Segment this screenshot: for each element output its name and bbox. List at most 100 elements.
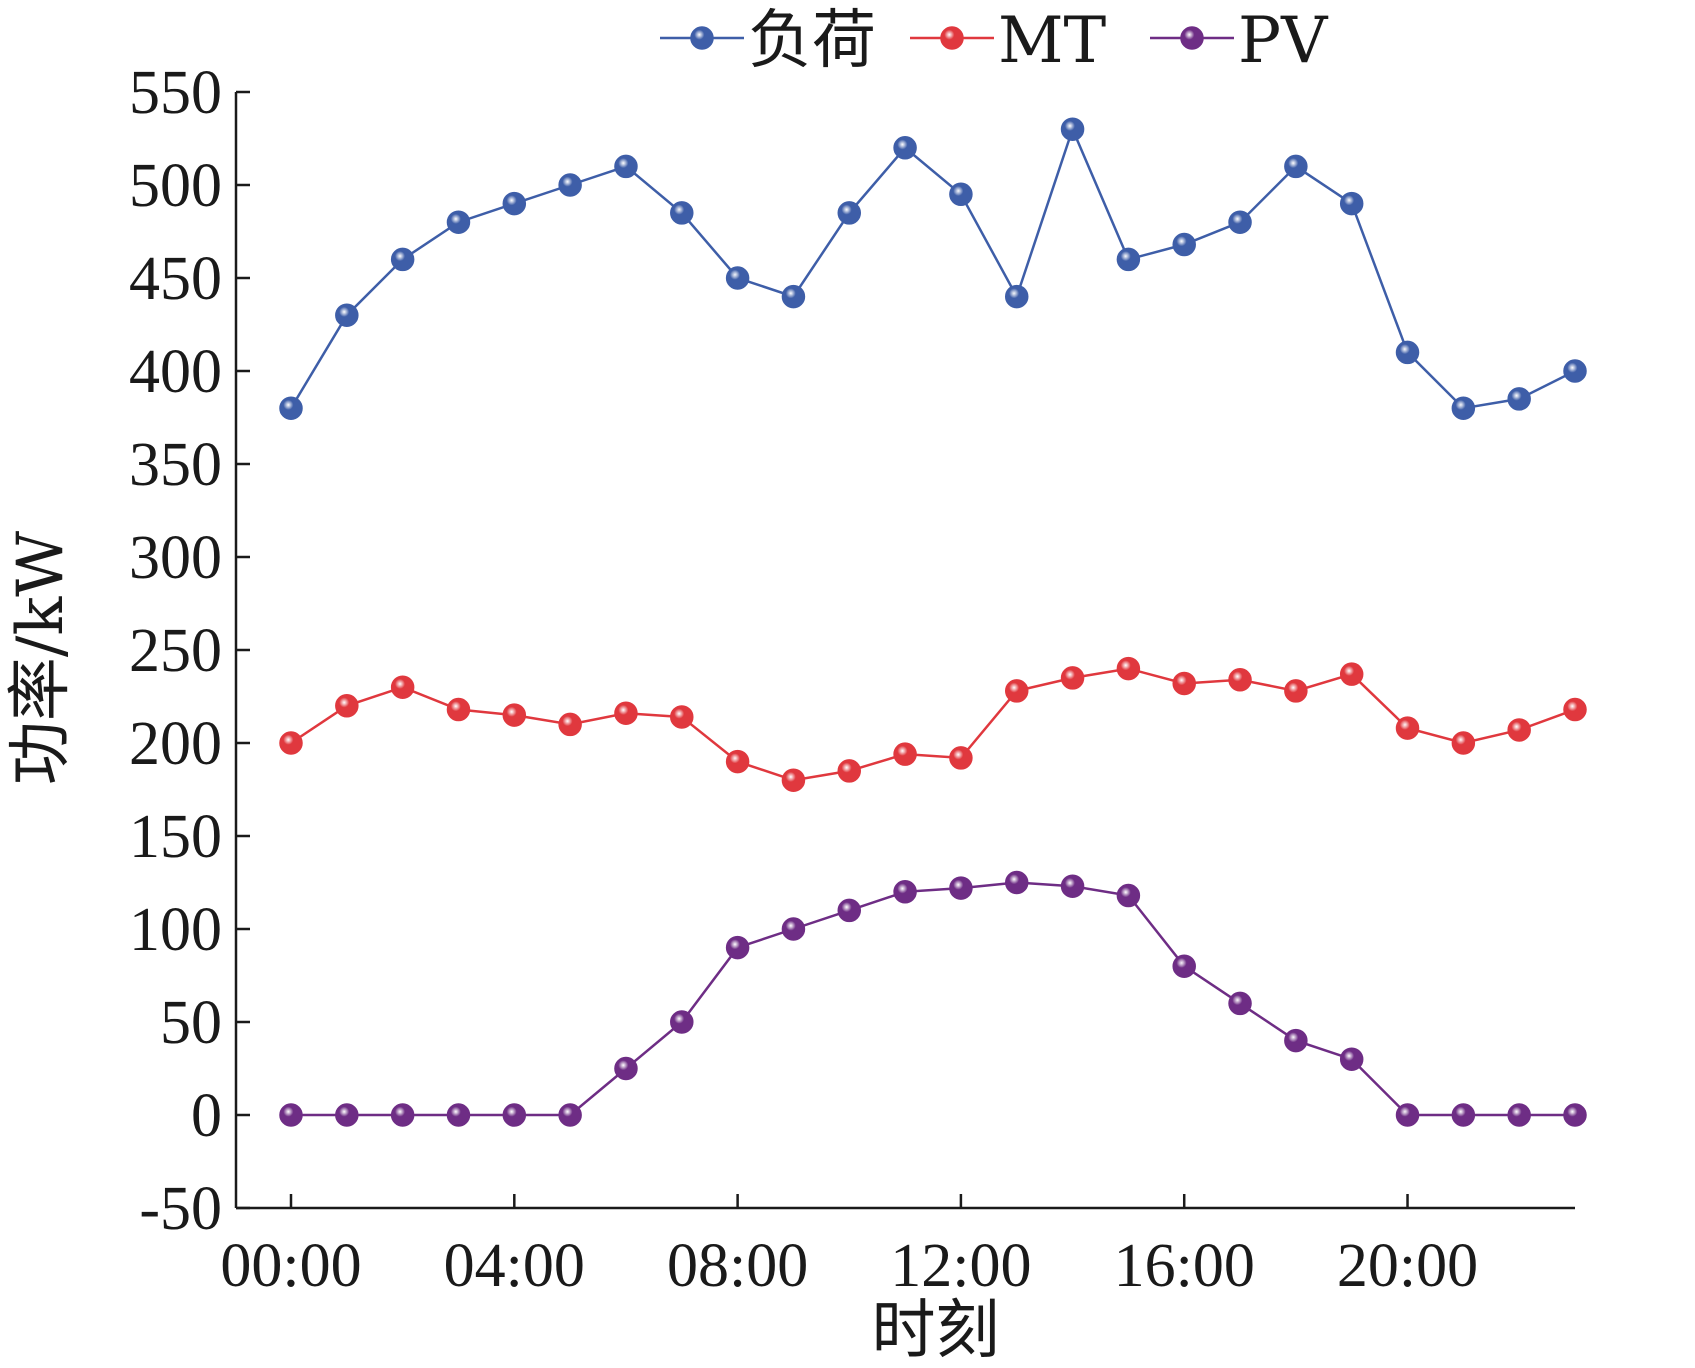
legend-marker [690,26,714,50]
data-point [1172,671,1196,696]
data-point [390,1103,415,1127]
data-point [1339,1047,1364,1071]
y-axis-title: 功率/kW [4,531,78,785]
data-point [502,191,527,216]
data-point [558,1103,582,1127]
series-3 [279,870,1587,1127]
y-tick-label: 350 [129,431,222,499]
data-point [670,705,694,729]
legend: 负荷 MT PV [660,4,1329,78]
data-point [1004,679,1029,703]
x-tick-label: 04:00 [444,1232,585,1300]
data-point [558,173,582,197]
data-point [1451,396,1476,420]
data-point [781,768,806,792]
y-tick-label: 400 [129,338,222,406]
data-point [614,1056,638,1081]
legend-label: PV [1238,4,1329,78]
legend-item: PV [1150,4,1329,78]
data-point [893,136,917,160]
data-point [1060,117,1085,141]
y-tick-label: 100 [129,896,222,964]
data-point [893,880,917,904]
y-tick-label: 50 [160,989,222,1057]
data-point [1339,662,1364,686]
data-point [446,697,471,722]
y-tick-label: 200 [129,710,222,778]
y-tick-label: 450 [129,245,222,313]
data-point [781,917,806,941]
data-point [335,303,359,327]
data-point [725,749,750,774]
series-line [291,881,1575,1117]
data-point [614,701,638,725]
data-point [670,1010,694,1034]
data-point [1507,718,1531,742]
x-tick-label: 20:00 [1337,1232,1478,1300]
data-point [949,876,973,900]
data-point [1228,668,1252,692]
data-point [1116,883,1141,908]
series-2 [279,656,1587,792]
data-point [837,201,862,225]
y-tick-label: 500 [129,152,222,220]
data-point [837,898,862,923]
y-tick-label: 150 [129,803,222,871]
data-point [1172,954,1196,978]
data-point [1451,731,1476,755]
data-point [390,247,415,272]
data-point [1339,191,1364,216]
data-point [1004,284,1029,309]
data-point [949,746,973,770]
data-point [1228,210,1252,234]
legend-item: MT [910,4,1107,78]
axes: -50 0 50 100 150 200 250 300 350 400 450 500 550 00:… [129,59,1575,1300]
data-point [279,396,303,420]
data-point [893,742,917,766]
data-point [1228,991,1252,1016]
data-point [1060,666,1085,690]
series-1 [279,117,1587,420]
x-tick-label: 12:00 [890,1232,1031,1300]
data-point [1284,154,1308,179]
y-tick-label: -50 [139,1175,222,1243]
y-axis-ticks: -50 0 50 100 150 200 250 300 350 400 450 500 550 [129,59,250,1243]
series-layer [279,117,1587,1127]
data-point [335,1103,359,1127]
data-point [1451,1103,1476,1127]
legend-item: 负荷 [660,4,876,78]
data-point [1507,1103,1531,1127]
data-point [1395,716,1420,740]
data-point [670,201,694,225]
legend-label: MT [998,4,1107,78]
data-point [1284,679,1308,703]
data-point [502,703,527,727]
y-tick-label: 0 [191,1082,222,1150]
data-point [1116,656,1141,681]
x-tick-label: 00:00 [220,1232,361,1300]
data-point [1060,874,1085,898]
data-point [335,694,359,718]
data-point [558,712,582,737]
data-point [614,154,638,179]
data-point [390,675,415,699]
series-line [290,667,1576,782]
y-tick-label: 250 [129,617,222,685]
x-tick-label: 08:00 [667,1232,808,1300]
data-point [725,266,750,290]
data-point [1563,697,1587,722]
data-point [1116,247,1141,272]
data-point [1172,232,1196,257]
data-point [1563,1103,1587,1127]
data-point [725,935,750,960]
data-point [1284,1028,1308,1053]
data-point [279,731,303,755]
legend-marker [940,26,964,50]
data-point [949,182,973,207]
data-point [446,210,471,234]
x-axis-title: 时刻 [872,1294,1000,1368]
data-point [279,1103,303,1127]
series-line [289,125,1576,410]
data-point [1395,340,1420,365]
